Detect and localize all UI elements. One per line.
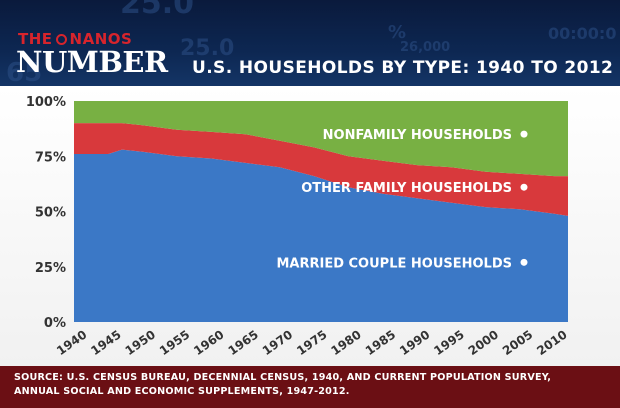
x-tick-label: 2000	[466, 327, 501, 358]
x-tick-label: 1945	[88, 327, 123, 358]
y-tick-label: 100%	[26, 95, 66, 110]
x-tick-label: 1980	[328, 327, 363, 358]
series-area-1	[74, 123, 568, 216]
series-bullet-icon	[520, 258, 528, 266]
series-area-0	[74, 149, 568, 322]
y-tick-label: 0%	[44, 316, 66, 331]
x-tick-label: 1955	[157, 327, 192, 358]
x-tick-label: 1965	[226, 327, 261, 358]
y-tick-label: 75%	[35, 150, 66, 165]
brand-word-the: THE	[18, 30, 53, 48]
series-bullet-icon	[520, 130, 528, 138]
background-number: 26,000	[400, 40, 451, 55]
y-tick-label: 50%	[35, 206, 66, 221]
x-tick-label: 1960	[191, 327, 226, 358]
x-tick-label: 1990	[397, 327, 432, 358]
series-area-2	[74, 101, 568, 177]
x-tick-label: 2005	[500, 327, 535, 358]
background-number: 65	[6, 58, 43, 86]
chart-title: U.S. HOUSEHOLDS BY TYPE: 1940 TO 2012	[192, 58, 614, 78]
series-bullet-icon	[520, 183, 528, 191]
y-tick-label: 25%	[35, 261, 66, 276]
x-tick-label: 1970	[260, 327, 295, 358]
x-tick-label: 1940	[54, 327, 89, 358]
brand-word-nanos: NANOS	[69, 30, 133, 48]
x-tick-label: 1975	[294, 327, 329, 358]
brand-circle-icon	[55, 34, 67, 45]
background-number: 25.0	[180, 36, 235, 61]
source-line-2: ANNUAL SOCIAL AND ECONOMIC SUPPLEMENTS, …	[14, 386, 350, 397]
source-line-1: SOURCE: U.S. CENSUS BUREAU, DECENNIAL CE…	[14, 372, 552, 383]
series-label-0: MARRIED COUPLE HOUSEHOLDS	[276, 256, 512, 271]
x-tick-label: 1950	[123, 327, 158, 358]
background-number: %	[388, 22, 407, 43]
background-number: 25.0	[120, 0, 195, 21]
series-label-2: NONFAMILY HOUSEHOLDS	[323, 128, 512, 143]
x-tick-label: 1985	[363, 327, 398, 358]
brand-logo-number: NUMBER	[16, 45, 168, 79]
x-tick-label: 1995	[431, 327, 466, 358]
source-footer: SOURCE: U.S. CENSUS BUREAU, DECENNIAL CE…	[0, 366, 620, 408]
x-tick-label: 2010	[534, 327, 569, 358]
header-banner: 25.0 25.0 % 26,000 00:00:0 65 THE NANOS N…	[0, 0, 620, 86]
series-label-1: OTHER FAMILY HOUSEHOLDS	[301, 181, 512, 196]
household-chart: 0%25%50%75%100%1940194519501955196019651…	[26, 95, 570, 358]
brand-logo-top: THE NANOS	[18, 30, 132, 48]
background-number: 00:00:0	[548, 24, 617, 43]
